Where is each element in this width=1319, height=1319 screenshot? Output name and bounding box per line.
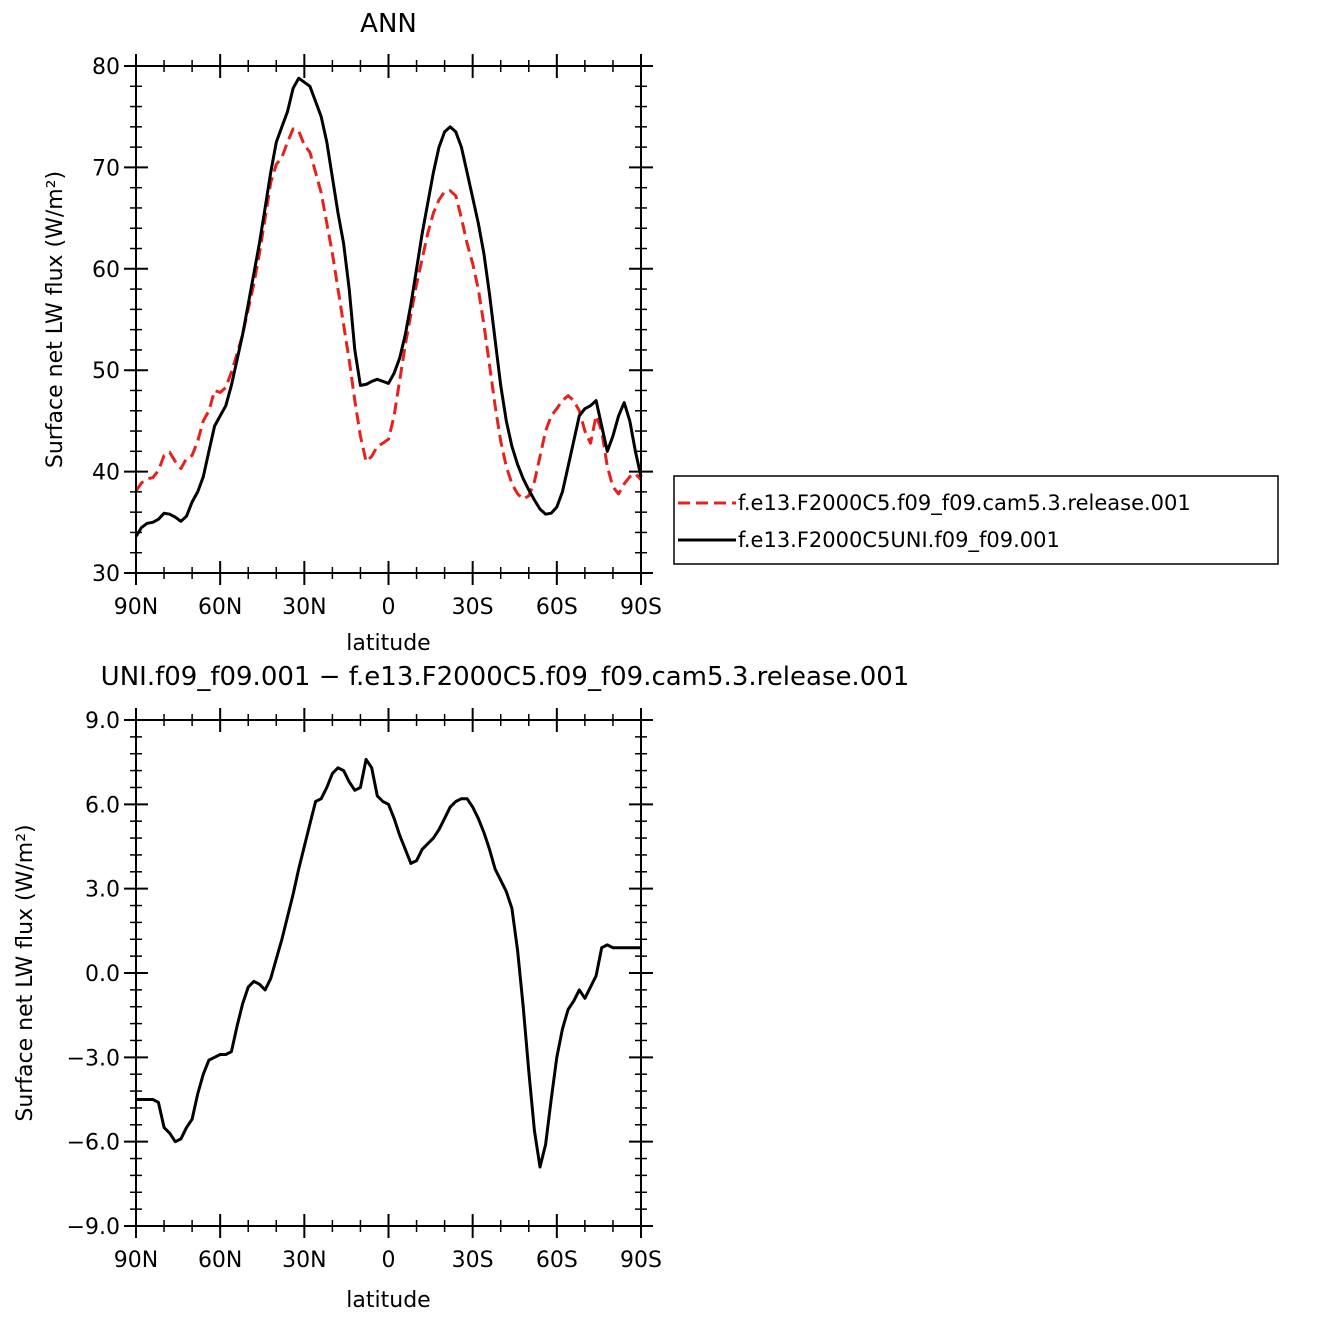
series-line-1	[134, 76, 643, 538]
x-tick-label: 0	[382, 595, 396, 620]
x-tick-label: 0	[382, 1248, 396, 1273]
panel-top-plot-frame	[135, 65, 642, 574]
x-tick-label: 90N	[114, 1248, 158, 1273]
legend-box	[673, 475, 1279, 565]
panel-bottom-y-axis-label-text: Surface net LW flux (W/m²)	[13, 824, 38, 1121]
x-tick-label: 90S	[620, 1248, 662, 1273]
x-tick-label: 30N	[282, 595, 326, 620]
panel-bottom-series	[136, 757, 641, 1169]
x-tick-label: 30S	[452, 595, 494, 620]
panel-bottom-y-axis-label: Surface net LW flux (W/m²)	[13, 824, 38, 1121]
panel-top-y-axis-label: Surface net LW flux (W/m²)	[43, 171, 68, 468]
y-tick-label: 80	[92, 55, 120, 80]
y-tick-label: 70	[92, 156, 120, 181]
x-tick-label: 30N	[282, 1248, 326, 1273]
x-tick-label: 30S	[452, 1248, 494, 1273]
panel-top-title: ANN	[360, 9, 417, 39]
y-tick-label: 40	[92, 461, 120, 486]
y-tick-label: 50	[92, 359, 120, 384]
x-tick-label: 90N	[114, 595, 158, 620]
y-tick-label: 9.0	[85, 709, 120, 734]
legend-label-control: f.e13.F2000C5.f09_f09.cam5.3.release.001	[738, 491, 1191, 516]
y-tick-label: −6.0	[67, 1131, 120, 1156]
panel-bottom-title: UNI.f09_f09.001 − f.e13.F2000C5.f09_f09.…	[101, 662, 910, 692]
panel-top-y-axis-label-text: Surface net LW flux (W/m²)	[43, 171, 68, 468]
y-tick-label: 30	[92, 562, 120, 587]
y-tick-label: 3.0	[85, 878, 120, 903]
panel-top-ticks: 30 40 50 60 70 80 90N 60N 30N 0 30S 60S 90S	[92, 54, 662, 620]
x-tick-label: 90S	[620, 595, 662, 620]
series-line-0	[136, 757, 641, 1169]
x-tick-label: 60N	[198, 595, 242, 620]
panel-top: ANN 30 40 50 60 70 80 90N 60N 30N 0 30S 60S 90S lati…	[43, 9, 662, 656]
panel-top-series	[134, 76, 643, 538]
x-tick-label: 60N	[198, 1248, 242, 1273]
panel-bottom: UNI.f09_f09.001 − f.e13.F2000C5.f09_f09.…	[13, 662, 909, 1313]
x-tick-label: 60S	[536, 1248, 578, 1273]
legend-label-experiment: f.e13.F2000C5UNI.f09_f09.001	[738, 528, 1060, 553]
y-tick-label: 60	[92, 258, 120, 283]
panel-bottom-ticks: −9.0 −6.0 −3.0 0.0 3.0 6.0 9.0 90N 60N 30N 0 30S 60S…	[67, 708, 662, 1273]
y-tick-label: −9.0	[67, 1215, 120, 1240]
panel-top-x-axis-label: latitude	[346, 631, 430, 656]
y-tick-label: 6.0	[85, 793, 120, 818]
panel-bottom-plot-frame	[135, 719, 642, 1227]
y-tick-label: −3.0	[67, 1046, 120, 1071]
series-line-0	[134, 127, 643, 501]
legend: f.e13.F2000C5.f09_f09.cam5.3.release.001…	[673, 475, 1279, 565]
panel-bottom-x-axis-label: latitude	[346, 1288, 430, 1313]
y-tick-label: 0.0	[85, 962, 120, 987]
x-tick-label: 60S	[536, 595, 578, 620]
